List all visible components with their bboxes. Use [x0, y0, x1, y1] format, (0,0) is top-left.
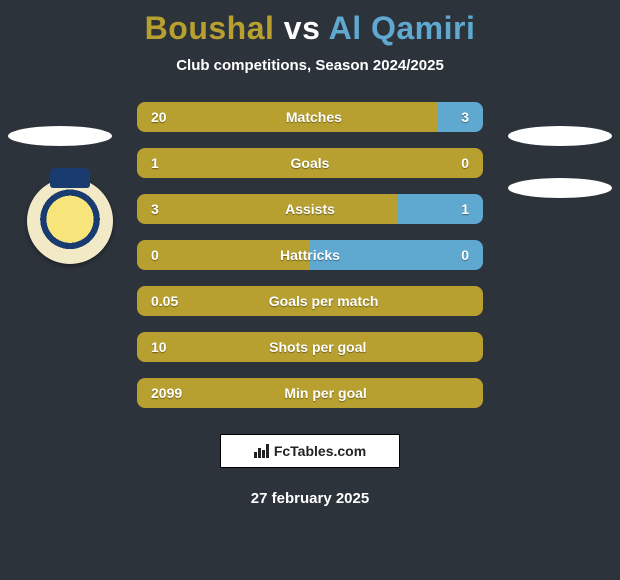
stat-label: Goals — [159, 155, 461, 171]
subtitle: Club competitions, Season 2024/2025 — [0, 57, 620, 74]
bar-chart-icon — [254, 444, 270, 458]
stat-row: 0.05Goals per match — [137, 286, 483, 316]
stat-row: 0Hattricks0 — [137, 240, 483, 270]
stat-left-value: 0.05 — [151, 293, 178, 309]
stat-right-value: 0 — [461, 247, 469, 263]
vs-text: vs — [284, 10, 321, 46]
stat-left-value: 10 — [151, 339, 167, 355]
stat-label: Shots per goal — [167, 339, 469, 355]
player2-name: Al Qamiri — [329, 10, 476, 46]
stat-left-value: 3 — [151, 201, 159, 217]
stat-label: Min per goal — [182, 385, 469, 401]
player1-name: Boushal — [145, 10, 275, 46]
stat-right-value: 3 — [461, 109, 469, 125]
date-label: 27 february 2025 — [0, 490, 620, 507]
decorative-ellipse — [508, 126, 612, 146]
stat-row: 20Matches3 — [137, 102, 483, 132]
stat-right-value: 0 — [461, 155, 469, 171]
stat-label: Goals per match — [178, 293, 469, 309]
stat-label: Hattricks — [159, 247, 461, 263]
stat-left-value: 1 — [151, 155, 159, 171]
decorative-ellipse — [508, 178, 612, 198]
stat-row: 2099Min per goal — [137, 378, 483, 408]
stat-left-value: 20 — [151, 109, 167, 125]
attribution-text: FcTables.com — [274, 443, 366, 459]
attribution-badge[interactable]: FcTables.com — [220, 434, 400, 468]
stat-row: 1Goals0 — [137, 148, 483, 178]
stat-left-value: 2099 — [151, 385, 182, 401]
club-crest-icon — [27, 178, 113, 264]
stat-row: 3Assists1 — [137, 194, 483, 224]
stat-left-value: 0 — [151, 247, 159, 263]
stat-label: Matches — [167, 109, 462, 125]
stat-row: 10Shots per goal — [137, 332, 483, 362]
stat-label: Assists — [159, 201, 461, 217]
decorative-ellipse — [8, 126, 112, 146]
stat-right-value: 1 — [461, 201, 469, 217]
page-title: Boushal vs Al Qamiri — [0, 0, 620, 47]
